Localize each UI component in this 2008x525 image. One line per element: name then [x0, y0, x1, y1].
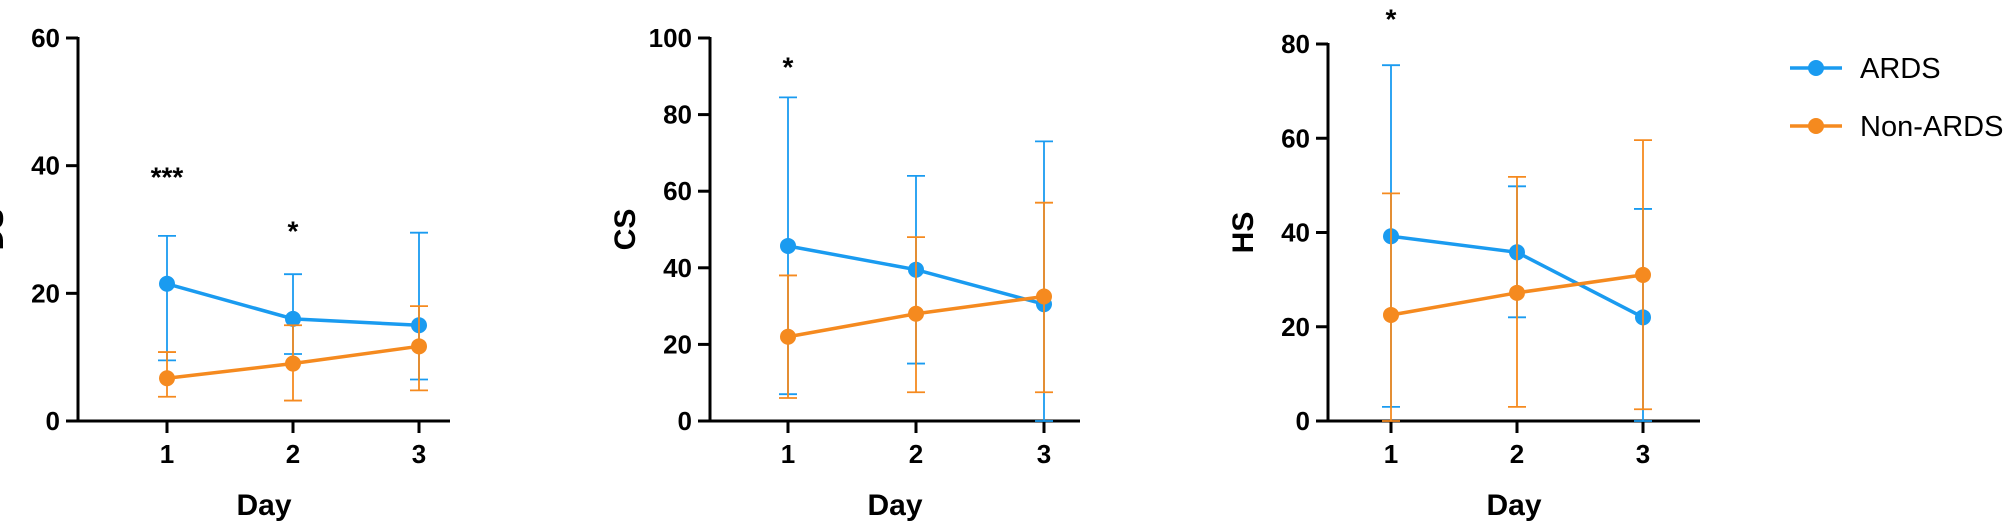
x-tick-label: 1 — [781, 439, 795, 469]
data-point — [908, 305, 924, 322]
data-point — [780, 237, 796, 254]
chart-panel-cs: 0 20 40 60 80 100 1 2 3 Day CS * — [609, 23, 1080, 522]
legend-label: Non-ARDS — [1860, 111, 2003, 143]
significance-marker: *** — [151, 161, 184, 192]
y-tick-label: 80 — [1281, 29, 1310, 59]
y-tick-label: 60 — [31, 23, 60, 53]
data-point — [1383, 306, 1399, 323]
x-axis-title: Day — [236, 489, 291, 522]
y-tick-label: 20 — [1281, 312, 1310, 342]
y-tick-label: 40 — [31, 151, 60, 181]
y-tick-label: 0 — [678, 406, 692, 436]
legend-label: ARDS — [1860, 53, 1941, 85]
data-point — [780, 328, 796, 345]
y-tick-label: 40 — [1281, 218, 1310, 248]
y-tick-label: 0 — [46, 406, 60, 436]
significance-marker: * — [288, 216, 299, 247]
data-point — [285, 310, 301, 327]
y-tick-label: 60 — [1281, 123, 1310, 153]
data-point — [1036, 288, 1052, 305]
significance-marker: * — [1386, 3, 1397, 34]
legend-marker — [1808, 60, 1824, 76]
data-point — [1509, 284, 1525, 301]
y-tick-label: 60 — [663, 176, 692, 206]
y-axis-title: HS — [1227, 212, 1260, 254]
y-tick-label: 80 — [663, 100, 692, 130]
y-tick-label: 20 — [663, 329, 692, 359]
y-tick-label: 0 — [1296, 406, 1310, 436]
legend: ARDS Non-ARDS — [1790, 53, 2003, 143]
x-tick-label: 2 — [909, 439, 923, 469]
series-non-ards — [158, 305, 428, 402]
data-point — [411, 338, 427, 355]
significance-marker: * — [783, 52, 794, 83]
data-point — [285, 355, 301, 372]
x-tick-label: 2 — [1510, 439, 1524, 469]
x-axis-title: Day — [867, 489, 922, 522]
x-tick-label: 3 — [1037, 439, 1051, 469]
y-axis-title: DS — [0, 209, 10, 251]
y-tick-label: 100 — [649, 23, 692, 53]
y-tick-label: 40 — [663, 253, 692, 283]
y-tick-label: 20 — [31, 278, 60, 308]
series-non-ards — [779, 201, 1053, 399]
series-non-ards — [1382, 139, 1652, 422]
x-tick-label: 3 — [1636, 439, 1650, 469]
data-point — [159, 370, 175, 387]
x-tick-label: 2 — [286, 439, 300, 469]
y-axis-title: CS — [609, 209, 642, 251]
x-axis-title: Day — [1486, 489, 1541, 522]
x-tick-label: 3 — [412, 439, 426, 469]
data-point — [159, 275, 175, 292]
legend-marker — [1808, 118, 1824, 134]
x-tick-label: 1 — [160, 439, 174, 469]
x-tick-label: 1 — [1384, 439, 1398, 469]
data-point — [1635, 266, 1651, 283]
chart-panel-hs: 0 20 40 60 80 1 2 3 Day HS * — [1227, 3, 1700, 522]
